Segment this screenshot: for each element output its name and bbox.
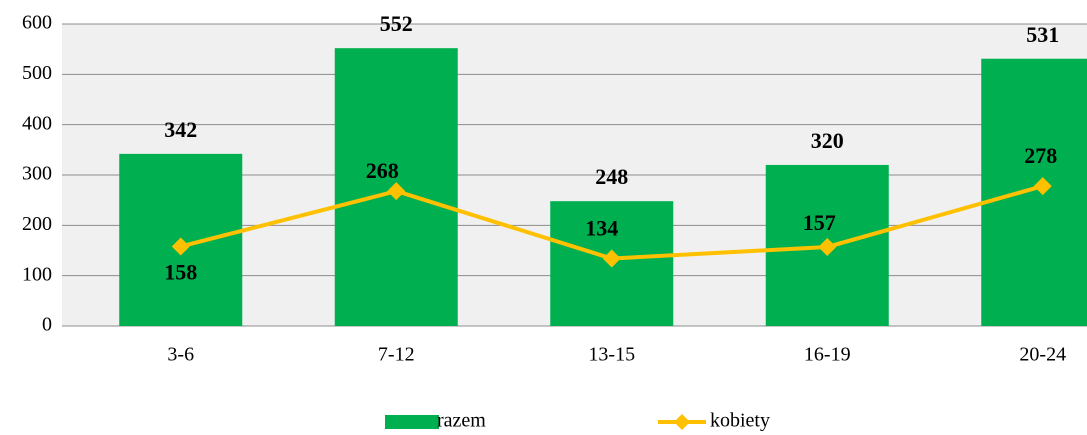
legend-label: kobiety bbox=[710, 410, 770, 432]
data-label: 248 bbox=[595, 164, 628, 189]
x-tick-label: 16-19 bbox=[804, 344, 851, 366]
legend-marker bbox=[674, 414, 690, 430]
data-label: 158 bbox=[164, 260, 197, 285]
data-label: 320 bbox=[811, 128, 844, 153]
x-tick-label: 20-24 bbox=[1019, 344, 1066, 366]
data-label: 157 bbox=[803, 210, 836, 235]
y-tick-label: 600 bbox=[22, 12, 52, 34]
legend-label: razem bbox=[437, 410, 486, 432]
y-tick-label: 300 bbox=[22, 163, 52, 185]
x-tick-label: 13-15 bbox=[588, 344, 635, 366]
y-tick-label: 400 bbox=[22, 112, 52, 134]
bar bbox=[981, 58, 1087, 326]
data-label: 278 bbox=[1024, 143, 1057, 168]
data-label: 342 bbox=[164, 117, 197, 142]
marker bbox=[171, 237, 190, 256]
marker bbox=[818, 237, 837, 256]
y-tick-label: 200 bbox=[22, 213, 52, 235]
data-label: 134 bbox=[585, 216, 618, 241]
y-tick-label: 100 bbox=[22, 263, 52, 285]
marker bbox=[1033, 177, 1052, 196]
marker bbox=[602, 249, 621, 268]
data-label: 268 bbox=[366, 158, 399, 183]
marker bbox=[387, 182, 406, 201]
y-tick-label: 500 bbox=[22, 62, 52, 84]
data-label: 531 bbox=[1026, 22, 1059, 47]
y-tick-label: 0 bbox=[42, 314, 52, 336]
data-label: 552 bbox=[380, 11, 413, 36]
x-tick-label: 7-12 bbox=[378, 344, 415, 366]
legend-swatch bbox=[385, 415, 439, 429]
x-tick-label: 3-6 bbox=[167, 344, 194, 366]
